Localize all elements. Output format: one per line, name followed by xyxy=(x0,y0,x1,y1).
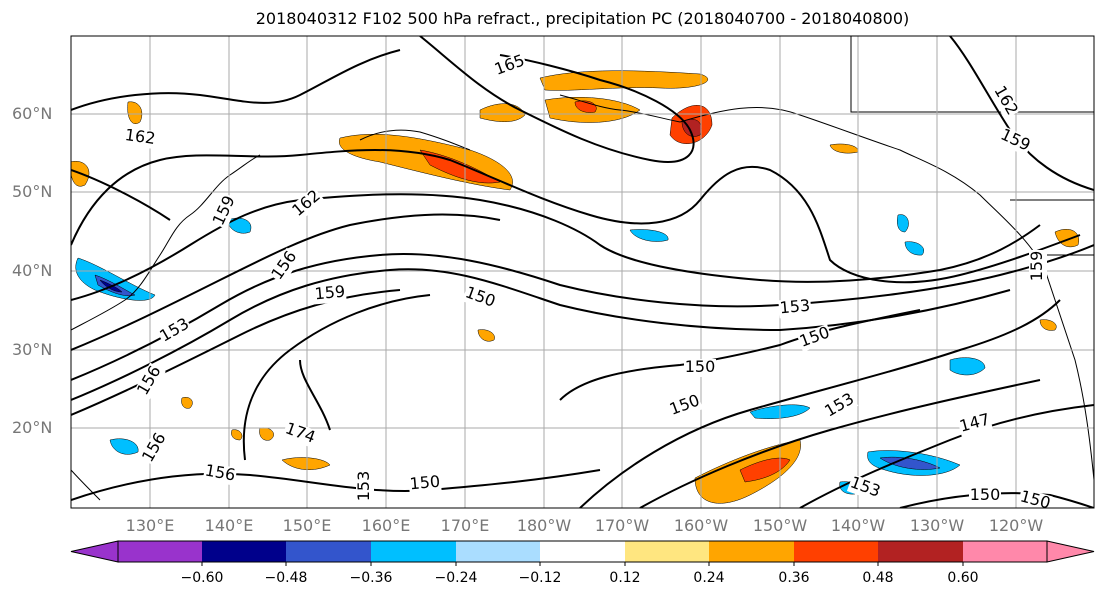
contour-label: 150 xyxy=(1018,486,1052,512)
colorbar-tick-label: 0.24 xyxy=(693,570,725,586)
contour-label: 153 xyxy=(354,471,373,502)
colorbar-tick-label: 0.12 xyxy=(609,570,641,586)
colorbar-segment xyxy=(709,541,794,562)
colorbar-extend-high xyxy=(1046,540,1095,563)
lon-label-160w: 160°W xyxy=(673,516,729,535)
contour-label: 153 xyxy=(779,296,811,318)
contour-label: 150 xyxy=(970,485,1001,504)
lon-label-140e: 140°E xyxy=(204,516,254,535)
contour-label: 150 xyxy=(409,472,441,494)
lon-label-120w: 120°W xyxy=(988,516,1044,535)
lon-label-140w: 140°W xyxy=(830,516,886,535)
colorbar-tick-label: 0.36 xyxy=(778,570,810,586)
refractivity-contours xyxy=(71,36,1094,508)
colorbar-extend-low xyxy=(70,540,119,563)
lat-label-60n: 60°N xyxy=(12,104,53,123)
colorbar-segment xyxy=(286,541,371,562)
lat-label-20n: 20°N xyxy=(12,418,53,437)
contour-label: 150 xyxy=(685,357,716,376)
colorbar-segment xyxy=(794,541,878,562)
lon-label-150e: 150°E xyxy=(282,516,332,535)
colorbar-segment xyxy=(625,541,709,562)
precip-negative-patches xyxy=(75,214,986,495)
map-title: 2018040312 F102 500 hPa refract., precip… xyxy=(255,9,910,28)
colorbar-segment xyxy=(118,541,202,562)
colorbar-segment xyxy=(371,541,456,562)
contour-label: 162 xyxy=(124,125,157,148)
lon-label-130w: 130°W xyxy=(909,516,965,535)
lon-label-150w: 150°W xyxy=(752,516,808,535)
precip-positive-patches xyxy=(71,70,1080,504)
colorbar-segment xyxy=(456,541,540,562)
lon-label-170w: 170°W xyxy=(594,516,650,535)
colorbar-segment xyxy=(540,541,625,562)
colorbar-segment xyxy=(878,541,963,562)
contour-label: 159 xyxy=(1027,251,1046,282)
colorbar-segment xyxy=(963,541,1047,562)
lat-label-40n: 40°N xyxy=(12,261,53,280)
lat-label-50n: 50°N xyxy=(12,182,53,201)
colorbar-tick-label: 0.60 xyxy=(947,570,979,586)
colorbar xyxy=(70,540,1095,566)
colorbar-segment xyxy=(202,541,286,562)
lon-label-170e: 170°E xyxy=(440,516,490,535)
colorbar-tick-label: −0.36 xyxy=(349,570,393,586)
lon-label-160e: 160°E xyxy=(361,516,411,535)
map-border xyxy=(70,35,1095,509)
colorbar-tick-label: 0.48 xyxy=(862,570,894,586)
colorbar-tick-label: −0.24 xyxy=(434,570,478,586)
colorbar-outline xyxy=(117,540,1048,563)
colorbar-tick-label: −0.60 xyxy=(180,570,224,586)
lat-label-30n: 30°N xyxy=(12,340,53,359)
lon-label-130e: 130°E xyxy=(125,516,175,535)
contour-label: 159 xyxy=(314,282,346,304)
colorbar-tick-label: −0.12 xyxy=(518,570,562,586)
lon-label-180w: 180°W xyxy=(516,516,572,535)
colorbar-tick-label: −0.48 xyxy=(264,570,308,586)
